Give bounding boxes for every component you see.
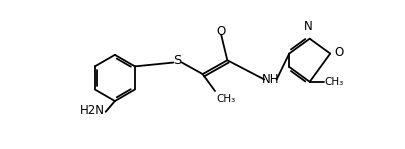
- Text: O: O: [334, 46, 343, 59]
- Text: S: S: [173, 54, 181, 67]
- Text: O: O: [216, 25, 225, 38]
- Text: NH: NH: [261, 73, 279, 86]
- Text: H2N: H2N: [80, 104, 105, 117]
- Text: CH₃: CH₃: [324, 77, 343, 87]
- Text: N: N: [303, 20, 312, 32]
- Text: CH₃: CH₃: [216, 94, 235, 104]
